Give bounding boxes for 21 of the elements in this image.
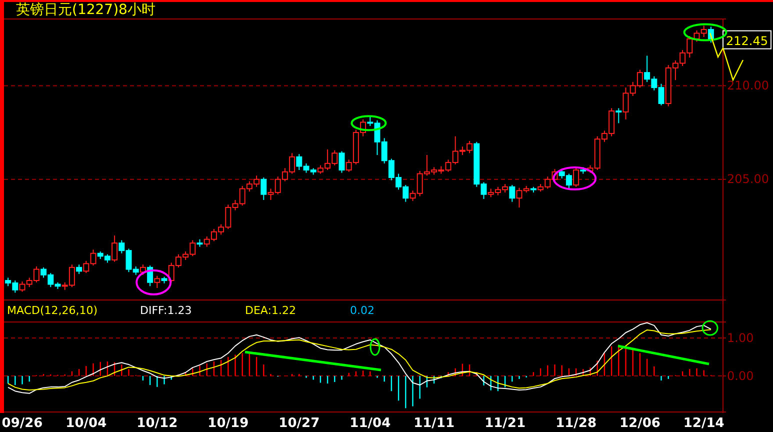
y-tick-label: 0.00	[727, 368, 754, 383]
x-tick-label: 12/06	[619, 416, 660, 431]
x-tick-label: 10/12	[136, 416, 178, 431]
x-tick-label: 11/04	[350, 416, 391, 431]
y-tick-label: 205.00	[727, 172, 769, 186]
text: DIFF:1.23	[140, 304, 192, 317]
text: 0.02	[350, 304, 374, 317]
chart-title: MACD(12,26,10)	[7, 304, 98, 317]
x-tick-label: 11/11	[414, 416, 455, 431]
x-tick-label: 11/21	[484, 416, 526, 431]
x-tick-label: 11/28	[556, 416, 597, 431]
x-tick-label: 10/04	[66, 416, 107, 431]
x-tick-label: 09/26	[2, 416, 43, 431]
text: 212.45	[726, 34, 768, 48]
y-tick-label: 210.00	[727, 78, 769, 93]
chart-title: 英镑日元(1227)8小时	[16, 2, 156, 18]
x-tick-label: 12/14	[683, 416, 724, 431]
x-tick-label: 10/19	[208, 416, 249, 431]
text: DEA:1.22	[245, 304, 296, 317]
y-tick-label: 1.00	[727, 330, 754, 345]
x-tick-label: 10/27	[278, 416, 320, 431]
